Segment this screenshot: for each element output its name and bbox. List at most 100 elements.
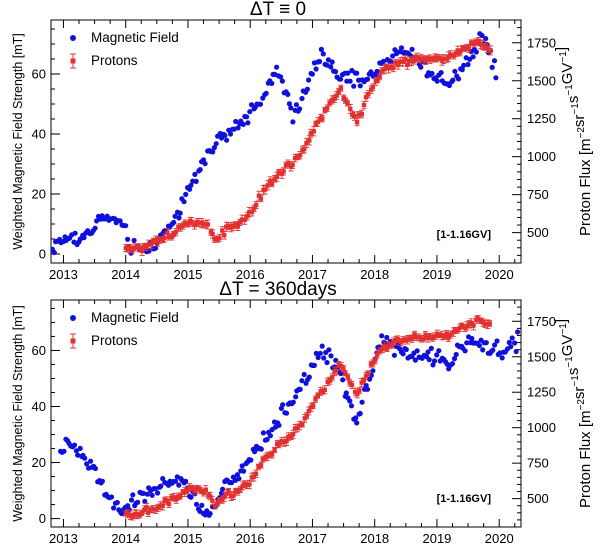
data-point [354,120,360,125]
data-point [262,187,268,192]
data-point [363,95,369,100]
data-point [325,57,331,63]
data-point [428,334,433,339]
data-point [315,119,321,125]
data-point [226,489,231,494]
data-point [256,464,261,469]
data-point [286,434,291,439]
data-point [212,237,217,242]
data-point [233,118,239,125]
data-point [427,56,433,62]
data-point [253,471,259,476]
data-point [400,338,406,343]
data-point [315,354,321,361]
data-point [299,95,305,102]
data-point [114,499,120,506]
data-point [279,78,285,84]
data-point [130,514,135,519]
y-tick-label: 0 [39,247,46,262]
data-point [297,423,302,428]
data-point [449,361,456,367]
data-point [473,49,479,55]
data-point [278,74,284,80]
data-point [391,65,396,70]
data-point [476,316,481,321]
legend-label-protons: Protons [91,333,138,348]
data-point [181,199,187,205]
data-point [388,59,394,65]
legend-marker-magnetic-field [70,35,76,41]
data-point [436,348,442,354]
data-point [480,43,485,48]
data-point [425,349,431,355]
data-point [217,497,222,503]
data-point [380,58,387,64]
data-point [455,48,460,53]
data-point [430,335,435,341]
y2-tick-label: 500 [527,491,549,506]
data-point [320,51,326,57]
data-point [135,499,141,505]
y-tick-label: 20 [32,455,46,470]
data-point [257,101,264,107]
data-point [327,100,332,105]
data-point [307,138,312,143]
data-point [423,58,428,63]
data-point [183,191,189,197]
data-point [227,131,234,137]
data-point [201,221,206,227]
data-point [418,56,424,61]
data-point [513,348,519,355]
data-point [247,109,253,115]
x-tick-label: 2013 [49,531,78,546]
data-point [207,510,213,517]
data-point [418,64,424,70]
x-tick-label: 2014 [111,531,140,546]
data-point [347,380,352,385]
data-point [222,494,227,500]
y-tick-label: 20 [32,187,46,202]
data-point [189,485,195,491]
data-point [345,100,350,106]
data-point [304,86,310,92]
data-point [292,155,298,161]
data-point [476,38,481,44]
data-point [515,329,521,335]
data-point [470,54,476,60]
data-point [441,56,446,62]
data-point [353,415,359,421]
data-point [73,448,79,454]
data-point [94,218,100,224]
data-point [348,403,355,409]
data-point [412,332,417,337]
data-point [437,55,442,60]
data-point [84,461,90,467]
data-point [166,501,172,507]
data-point [128,497,135,503]
data-point [247,482,252,487]
data-point [398,45,405,51]
y-axis-title: Weighted Magnetic Field Strength [mT] [11,305,25,522]
data-point [354,420,360,426]
data-point [265,454,270,459]
data-point [264,436,270,443]
data-point [131,237,137,244]
data-point [192,222,197,228]
series-protons [123,37,493,256]
data-point [311,362,317,368]
data-point [315,393,320,398]
data-point [471,323,476,328]
data-point [479,32,485,39]
y-tick-label: 40 [32,399,46,414]
x-tick-label: 2020 [485,267,514,282]
x-tick-label: 2017 [298,267,327,282]
data-point [448,52,453,58]
data-point [199,502,205,508]
data-point [347,78,353,84]
data-point [320,116,325,121]
data-point [480,347,486,353]
x-tick-label: 2018 [360,267,389,282]
data-point [160,476,166,482]
data-point [292,426,298,431]
